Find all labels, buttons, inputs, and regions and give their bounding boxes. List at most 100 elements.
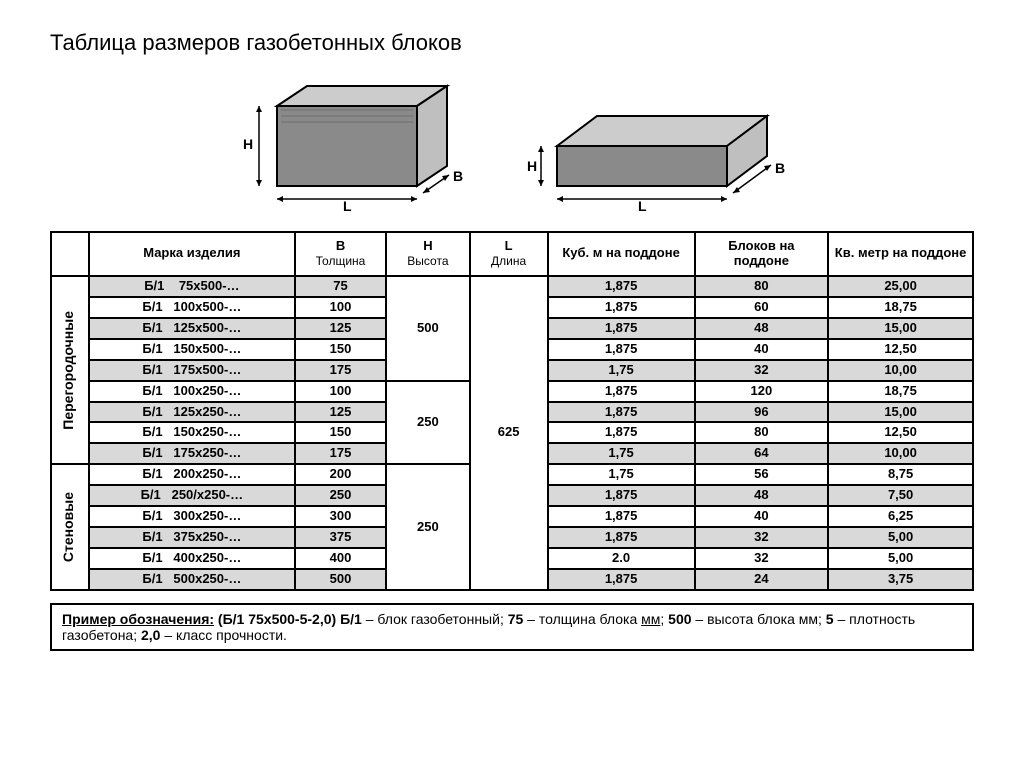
cubm-cell: 1,875 [548, 569, 695, 590]
cubm-cell: 1,875 [548, 339, 695, 360]
mark-cell: Б/1 250/х250-… [89, 485, 295, 506]
sqm-cell: 10,00 [828, 360, 973, 381]
sqm-cell: 8,75 [828, 464, 973, 485]
b-cell: 100 [295, 381, 386, 402]
mark-cell: Б/1 400х250-… [89, 548, 295, 569]
block-diagrams: H L B [50, 81, 974, 216]
sqm-cell: 3,75 [828, 569, 973, 590]
col-l: LДлина [470, 232, 548, 276]
sqm-cell: 18,75 [828, 297, 973, 318]
b-cell: 500 [295, 569, 386, 590]
mark-cell: Б/1 175х500-… [89, 360, 295, 381]
b-cell: 300 [295, 506, 386, 527]
b-cell: 125 [295, 318, 386, 339]
blocks-cell: 60 [695, 297, 829, 318]
sqm-cell: 18,75 [828, 381, 973, 402]
col-blocks: Блоков на поддоне [695, 232, 829, 276]
sizes-table: Марка изделия ВТолщина НВысота LДлина Ку… [50, 231, 974, 591]
cubm-cell: 2.0 [548, 548, 695, 569]
category-cell: Перегородочные [51, 276, 89, 464]
mark-cell: Б/1 100х500-… [89, 297, 295, 318]
page-title: Таблица размеров газобетонных блоков [50, 30, 974, 56]
sqm-cell: 6,25 [828, 506, 973, 527]
cubm-cell: 1,75 [548, 443, 695, 464]
table-row: ПерегородочныеБ/1 75х500-…755006251,8758… [51, 276, 973, 297]
sqm-cell: 7,50 [828, 485, 973, 506]
sqm-cell: 15,00 [828, 402, 973, 423]
blocks-cell: 32 [695, 360, 829, 381]
blocks-cell: 120 [695, 381, 829, 402]
col-category [51, 232, 89, 276]
sqm-cell: 10,00 [828, 443, 973, 464]
mark-cell: Б/1 150х500-… [89, 339, 295, 360]
b-cell: 100 [295, 297, 386, 318]
b-cell: 175 [295, 360, 386, 381]
col-sqm: Кв. метр на поддоне [828, 232, 973, 276]
blocks-cell: 80 [695, 276, 829, 297]
blocks-cell: 48 [695, 485, 829, 506]
label-h: H [243, 136, 253, 152]
h-cell: 500 [386, 276, 470, 381]
b-cell: 375 [295, 527, 386, 548]
col-cubm: Куб. м на поддоне [548, 232, 695, 276]
label-l: L [343, 198, 352, 211]
l-cell: 625 [470, 276, 548, 590]
cubm-cell: 1,875 [548, 402, 695, 423]
blocks-cell: 56 [695, 464, 829, 485]
mark-cell: Б/1 75х500-… [89, 276, 295, 297]
blocks-cell: 80 [695, 422, 829, 443]
mark-cell: Б/1 300х250-… [89, 506, 295, 527]
sqm-cell: 12,50 [828, 422, 973, 443]
col-b: ВТолщина [295, 232, 386, 276]
label-h2: H [527, 158, 537, 174]
label-b2: B [775, 160, 785, 176]
blocks-cell: 64 [695, 443, 829, 464]
blocks-cell: 96 [695, 402, 829, 423]
blocks-cell: 40 [695, 339, 829, 360]
category-cell: Стеновые [51, 464, 89, 590]
cubm-cell: 1,875 [548, 527, 695, 548]
block-diagram-flat: H L B [527, 81, 787, 216]
blocks-cell: 32 [695, 548, 829, 569]
mark-cell: Б/1 500х250-… [89, 569, 295, 590]
sqm-cell: 12,50 [828, 339, 973, 360]
b-cell: 400 [295, 548, 386, 569]
cubm-cell: 1,75 [548, 464, 695, 485]
b-cell: 200 [295, 464, 386, 485]
header-row: Марка изделия ВТолщина НВысота LДлина Ку… [51, 232, 973, 276]
h-cell: 250 [386, 464, 470, 590]
b-cell: 150 [295, 339, 386, 360]
b-cell: 75 [295, 276, 386, 297]
blocks-cell: 48 [695, 318, 829, 339]
label-l2: L [638, 198, 647, 211]
b-cell: 125 [295, 402, 386, 423]
cubm-cell: 1,875 [548, 318, 695, 339]
sqm-cell: 5,00 [828, 548, 973, 569]
b-cell: 175 [295, 443, 386, 464]
cubm-cell: 1,875 [548, 297, 695, 318]
cubm-cell: 1,875 [548, 381, 695, 402]
legend-note: Пример обозначения: (Б/1 75х500-5-2,0) Б… [50, 603, 974, 651]
sqm-cell: 15,00 [828, 318, 973, 339]
mark-cell: Б/1 175х250-… [89, 443, 295, 464]
mark-cell: Б/1 125х500-… [89, 318, 295, 339]
cubm-cell: 1,875 [548, 506, 695, 527]
sqm-cell: 25,00 [828, 276, 973, 297]
cubm-cell: 1,75 [548, 360, 695, 381]
col-h: НВысота [386, 232, 470, 276]
cubm-cell: 1,875 [548, 422, 695, 443]
blocks-cell: 32 [695, 527, 829, 548]
mark-cell: Б/1 150х250-… [89, 422, 295, 443]
mark-cell: Б/1 100х250-… [89, 381, 295, 402]
blocks-cell: 24 [695, 569, 829, 590]
b-cell: 150 [295, 422, 386, 443]
b-cell: 250 [295, 485, 386, 506]
blocks-cell: 40 [695, 506, 829, 527]
cubm-cell: 1,875 [548, 276, 695, 297]
col-mark: Марка изделия [89, 232, 295, 276]
block-diagram-tall: H L B [237, 81, 467, 216]
cubm-cell: 1,875 [548, 485, 695, 506]
label-b: B [453, 168, 463, 184]
h-cell: 250 [386, 381, 470, 465]
mark-cell: Б/1 125х250-… [89, 402, 295, 423]
